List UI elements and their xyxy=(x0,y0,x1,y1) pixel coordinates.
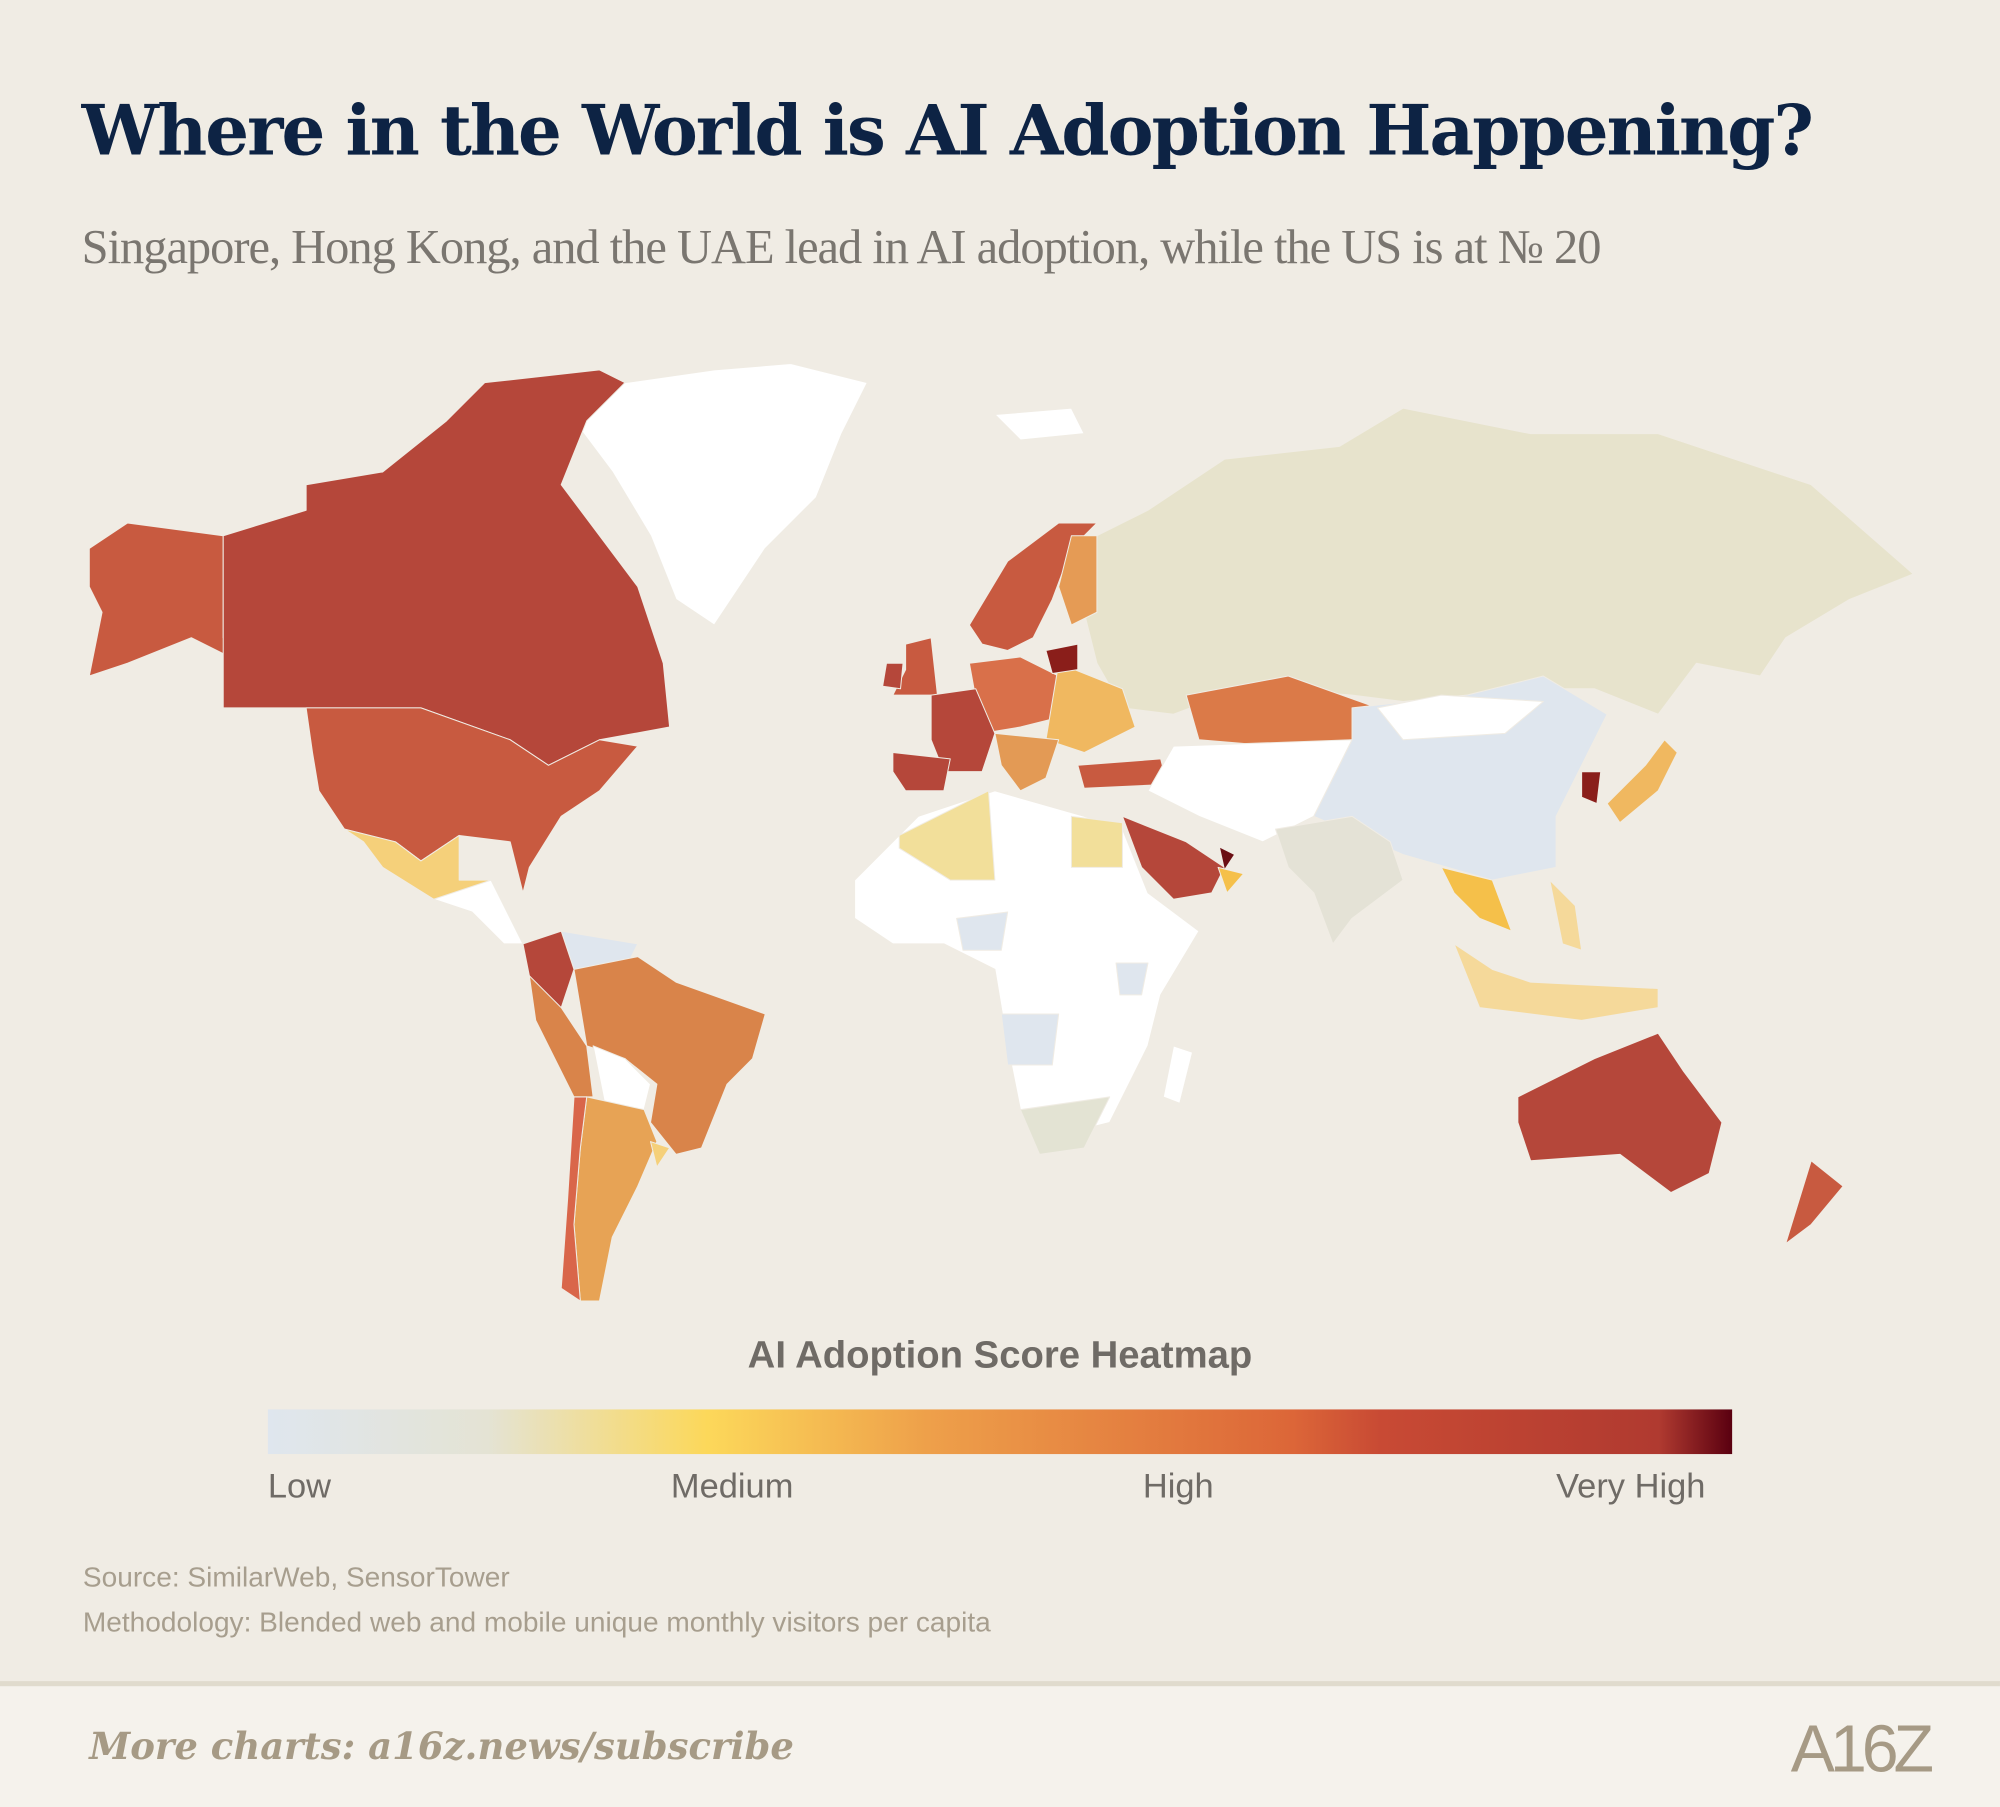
country-finland xyxy=(1058,535,1098,626)
country-usa xyxy=(305,707,639,894)
country-india xyxy=(1274,815,1404,945)
legend-title: AI Adoption Score Heatmap xyxy=(747,1334,1253,1377)
a16z-logo: A16Z xyxy=(1790,1712,1934,1787)
country-iceland xyxy=(994,407,1085,441)
country-kenya xyxy=(1115,962,1149,996)
country-madagascar xyxy=(1162,1045,1194,1104)
footer: More charts: a16z.news/subscribe A16Z xyxy=(0,1681,2000,1807)
country-argentina xyxy=(573,1096,658,1302)
country-uae xyxy=(1218,846,1236,871)
country-peru xyxy=(528,975,594,1098)
country-uk xyxy=(892,637,939,696)
country-eastern-europe xyxy=(1045,662,1136,754)
legend-label-very-high: Very High xyxy=(1556,1466,1706,1506)
country-chile xyxy=(560,1096,588,1302)
methodology-note: Methodology: Blended web and mobile uniq… xyxy=(82,1605,991,1638)
country-indonesia xyxy=(1453,943,1659,1021)
country-angola xyxy=(1000,1013,1060,1066)
country-iberia xyxy=(892,752,951,792)
country-algeria xyxy=(898,790,996,881)
country-new-zealand xyxy=(1785,1160,1844,1245)
country-italy-balkans xyxy=(994,732,1060,792)
page-subtitle: Singapore, Hong Kong, and the UAE lead i… xyxy=(81,220,1602,275)
page-title: Where in the World is AI Adoption Happen… xyxy=(81,89,1814,171)
country-saudi-arabia xyxy=(1121,815,1225,900)
country-japan xyxy=(1606,739,1678,824)
country-ireland xyxy=(882,662,904,690)
country-egypt xyxy=(1070,815,1123,868)
world-map xyxy=(88,363,1914,1302)
legend-label-high: High xyxy=(1142,1466,1214,1506)
country-china xyxy=(1313,675,1608,881)
country-mongolia xyxy=(1377,694,1544,741)
subscribe-link[interactable]: More charts: a16z.news/subscribe xyxy=(89,1724,794,1768)
country-russia xyxy=(1083,407,1914,715)
legend-color-scale xyxy=(267,1409,1733,1455)
country-southeast-asia xyxy=(1440,866,1512,932)
country-greenland xyxy=(573,363,868,626)
country-nigeria xyxy=(956,911,1009,951)
source-note: Source: SimilarWeb, SensorTower xyxy=(82,1561,510,1594)
country-uruguay xyxy=(649,1141,671,1168)
country-philippines xyxy=(1549,879,1583,951)
country-lithuania xyxy=(1045,643,1079,674)
country-australia xyxy=(1517,1032,1723,1194)
country-oman xyxy=(1217,866,1245,894)
country-korea xyxy=(1581,771,1602,805)
country-bolivia xyxy=(592,1045,652,1111)
legend-label-low: Low xyxy=(267,1466,332,1506)
country-south-africa xyxy=(1019,1096,1111,1155)
country-france xyxy=(930,688,996,773)
legend-label-medium: Medium xyxy=(670,1466,794,1506)
country-africa xyxy=(854,790,1200,1136)
